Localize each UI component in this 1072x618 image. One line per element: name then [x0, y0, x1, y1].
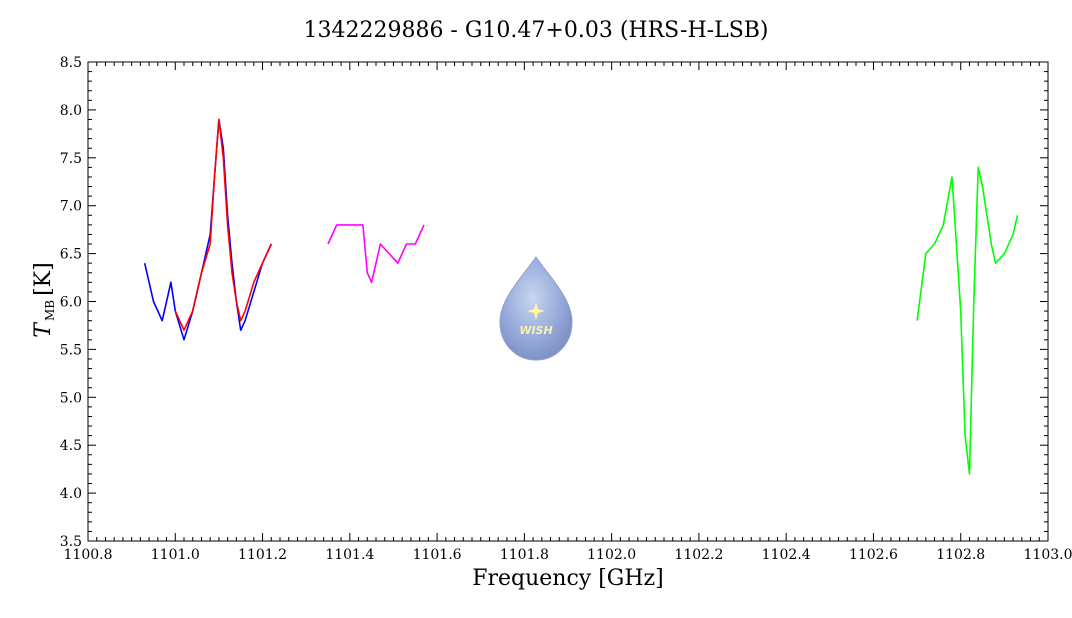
x-tick-label: 1102.0: [587, 547, 636, 563]
x-tick-label: 1101.4: [325, 547, 374, 563]
y-axis-subscript: MB: [43, 299, 57, 322]
y-axis-label: TMB [K]: [31, 255, 57, 345]
logo-text: WISH: [519, 324, 552, 337]
plot-frame: [87, 61, 1049, 542]
y-tick-label: 5.5: [60, 342, 82, 358]
x-tick-label: 1101.2: [238, 547, 287, 563]
wish-logo: WISH: [499, 256, 573, 361]
x-tick-label: 1101.6: [413, 547, 462, 563]
y-tick-label: 4.0: [60, 486, 82, 502]
y-axis-symbol: T: [31, 323, 56, 338]
y-tick-label: 8.0: [60, 103, 82, 119]
y-tick-label: 7.0: [60, 199, 82, 215]
y-tick-label: 7.5: [60, 151, 82, 167]
x-tick-label: 1102.8: [936, 547, 985, 563]
x-tick-label: 1102.6: [849, 547, 898, 563]
x-tick-label: 1103.0: [1024, 547, 1072, 563]
x-tick-label: 1102.2: [674, 547, 723, 563]
series-line-4: [916, 166, 1019, 475]
y-tick-label: 8.5: [60, 55, 82, 71]
x-axis-label: Frequency [GHz]: [472, 566, 664, 591]
y-tick-label: 6.5: [60, 247, 82, 263]
y-tick-label: 5.0: [60, 390, 82, 406]
star-icon: [527, 302, 545, 320]
y-tick-label: 4.5: [60, 438, 82, 454]
chart-title: 1342229886 - G10.47+0.03 (HRS-H-LSB): [303, 18, 769, 43]
series-line-1: [143, 118, 273, 341]
series-line-2: [174, 118, 273, 332]
y-tick-label: 3.5: [60, 534, 82, 550]
x-tick-label: 1101.0: [151, 547, 200, 563]
y-tick-label: 6.0: [60, 295, 82, 311]
x-tick-label: 1101.8: [500, 547, 549, 563]
series-line-3: [327, 224, 425, 284]
x-tick-label: 1102.4: [762, 547, 811, 563]
x-tick-label: 1100.8: [64, 547, 113, 563]
y-axis-unit: [K]: [31, 262, 56, 296]
